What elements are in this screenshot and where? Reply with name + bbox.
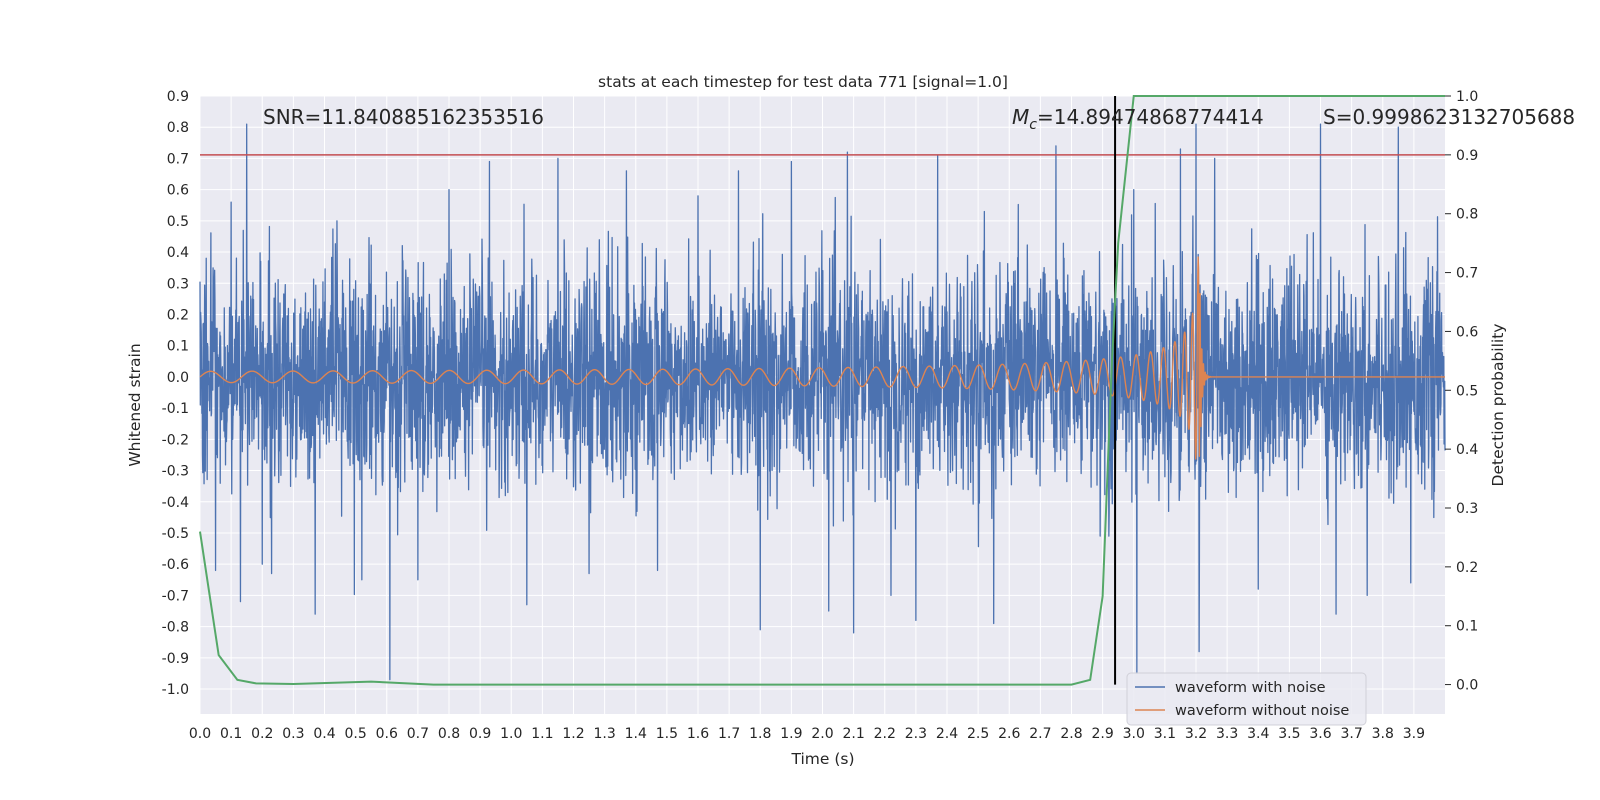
x-tick-label: 3.2 bbox=[1185, 726, 1207, 742]
y-right-tick-label: 0.5 bbox=[1456, 383, 1478, 399]
y-right-tick-label: 0.0 bbox=[1456, 678, 1478, 694]
y-left-tick-label: -0.1 bbox=[162, 401, 189, 417]
y-right-tick-label: 0.8 bbox=[1456, 207, 1478, 223]
noisy-waveform-series bbox=[199, 123, 1446, 681]
x-tick-label: 2.9 bbox=[1091, 726, 1113, 742]
y-right-tick-label: 0.2 bbox=[1456, 560, 1478, 576]
y-axis-left-label: Whitened strain bbox=[126, 343, 144, 466]
y-left-tick-label: -0.8 bbox=[162, 620, 189, 636]
legend: waveform with noise waveform without noi… bbox=[1126, 672, 1367, 726]
y-left-tick-label: -0.6 bbox=[162, 557, 189, 573]
x-tick-label: 0.0 bbox=[189, 726, 211, 742]
chirp-mass-symbol: M bbox=[1012, 105, 1029, 129]
x-tick-label: 1.6 bbox=[687, 726, 709, 742]
snr-annotation: SNR=11.840885162353516 bbox=[263, 105, 544, 129]
y-left-tick-label: -0.4 bbox=[162, 495, 189, 511]
x-tick-label: 2.5 bbox=[967, 726, 989, 742]
x-tick-label: 3.9 bbox=[1403, 726, 1425, 742]
y-left-tick-label: -0.5 bbox=[162, 526, 189, 542]
chirp-mass-subscript: c bbox=[1029, 117, 1037, 133]
x-tick-label: 3.0 bbox=[1123, 726, 1145, 742]
x-tick-label: 1.8 bbox=[749, 726, 771, 742]
x-tick-label: 0.1 bbox=[220, 726, 242, 742]
y-right-tick-label: 0.9 bbox=[1456, 148, 1478, 164]
y-left-tick-label: 0.0 bbox=[167, 370, 189, 386]
x-tick-label: 0.7 bbox=[407, 726, 429, 742]
chirp-mass-value: =14.89474868774414 bbox=[1037, 105, 1264, 129]
x-tick-label: 3.5 bbox=[1278, 726, 1300, 742]
y-right-tick-label: 0.6 bbox=[1456, 324, 1478, 340]
x-tick-label: 3.4 bbox=[1247, 726, 1269, 742]
x-axis-ticks: 0.0 0.1 0.2 0.3 0.4 0.5 0.6 0.7 0.8 0.9 1.0 1.1 1.2 1… bbox=[189, 726, 1425, 742]
x-tick-label: 2.8 bbox=[1060, 726, 1082, 742]
x-tick-label: 0.5 bbox=[344, 726, 366, 742]
y-right-tick-label: 0.3 bbox=[1456, 501, 1478, 517]
x-tick-label: 1.4 bbox=[625, 726, 647, 742]
x-tick-label: 3.7 bbox=[1340, 726, 1362, 742]
x-tick-label: 2.6 bbox=[998, 726, 1020, 742]
x-tick-label: 2.2 bbox=[874, 726, 896, 742]
y-left-tick-label: 0.6 bbox=[167, 183, 189, 199]
y-right-tick-label: 0.4 bbox=[1456, 442, 1478, 458]
y-right-tick-label: 0.1 bbox=[1456, 619, 1478, 635]
y-left-tick-label: 0.8 bbox=[167, 120, 189, 136]
x-axis-label: Time (s) bbox=[790, 750, 854, 768]
legend-box bbox=[1126, 672, 1367, 726]
y-left-tick-label: 0.2 bbox=[167, 307, 189, 323]
x-tick-label: 0.8 bbox=[438, 726, 460, 742]
x-tick-label: 0.3 bbox=[282, 726, 304, 742]
legend-label-waveform-with-noise: waveform with noise bbox=[1175, 680, 1326, 696]
y-left-tick-label: 0.4 bbox=[167, 245, 189, 261]
x-tick-label: 3.8 bbox=[1372, 726, 1394, 742]
clean-waveform-series bbox=[199, 256, 1446, 460]
x-tick-label: 0.9 bbox=[469, 726, 491, 742]
y-left-tick-label: 0.5 bbox=[167, 214, 189, 230]
chirp-mass-annotation: Mc=14.89474868774414 bbox=[1012, 105, 1264, 133]
x-tick-label: 2.3 bbox=[905, 726, 927, 742]
y-left-tick-label: -0.3 bbox=[162, 464, 189, 480]
y-right-tick-label: 1.0 bbox=[1456, 89, 1478, 105]
x-tick-label: 1.7 bbox=[718, 726, 740, 742]
y-left-tick-label: 0.3 bbox=[167, 276, 189, 292]
x-tick-label: 3.3 bbox=[1216, 726, 1238, 742]
x-tick-label: 0.4 bbox=[313, 726, 335, 742]
series-line-waveform-without-noise bbox=[199, 256, 1446, 460]
y-left-tick-label: -1.0 bbox=[162, 682, 189, 698]
chart-title: stats at each timestep for test data 771… bbox=[598, 73, 1008, 91]
y-axis-left-ticks: 0.9 0.8 0.7 0.6 0.5 0.4 0.3 0.2 0.1 0.0 -0.1 -0.2 -0… bbox=[162, 89, 189, 698]
y-left-tick-label: -0.9 bbox=[162, 651, 189, 667]
y-left-tick-label: 0.7 bbox=[167, 151, 189, 167]
x-tick-label: 3.6 bbox=[1309, 726, 1331, 742]
x-tick-label: 2.7 bbox=[1029, 726, 1051, 742]
y-left-tick-label: 0.9 bbox=[167, 89, 189, 105]
series-line-detection-probability bbox=[199, 95, 1445, 686]
x-tick-label: 2.1 bbox=[842, 726, 864, 742]
y-right-tick-label: 0.7 bbox=[1456, 266, 1478, 282]
s-annotation: S=0.9998623132705688 bbox=[1323, 105, 1575, 129]
y-axis-right-ticks: 1.0 0.9 0.8 0.7 0.6 0.5 0.4 0.3 0.2 0.1 0.0 bbox=[1445, 89, 1478, 694]
x-tick-label: 0.6 bbox=[376, 726, 398, 742]
legend-label-waveform-without-noise: waveform without noise bbox=[1175, 703, 1349, 719]
x-tick-label: 2.0 bbox=[811, 726, 833, 742]
x-tick-label: 1.1 bbox=[531, 726, 553, 742]
y-axis-right-label: Detection probability bbox=[1489, 324, 1507, 487]
x-tick-label: 1.3 bbox=[593, 726, 615, 742]
x-tick-label: 1.0 bbox=[500, 726, 522, 742]
x-tick-label: 2.4 bbox=[936, 726, 958, 742]
x-tick-label: 1.5 bbox=[656, 726, 678, 742]
y-left-tick-label: -0.7 bbox=[162, 588, 189, 604]
x-tick-label: 1.9 bbox=[780, 726, 802, 742]
series-line-waveform-with-noise bbox=[199, 123, 1446, 681]
x-tick-label: 1.2 bbox=[562, 726, 584, 742]
y-left-tick-label: 0.1 bbox=[167, 339, 189, 355]
y-left-tick-label: -0.2 bbox=[162, 432, 189, 448]
x-tick-label: 3.1 bbox=[1154, 726, 1176, 742]
x-tick-label: 0.2 bbox=[251, 726, 273, 742]
